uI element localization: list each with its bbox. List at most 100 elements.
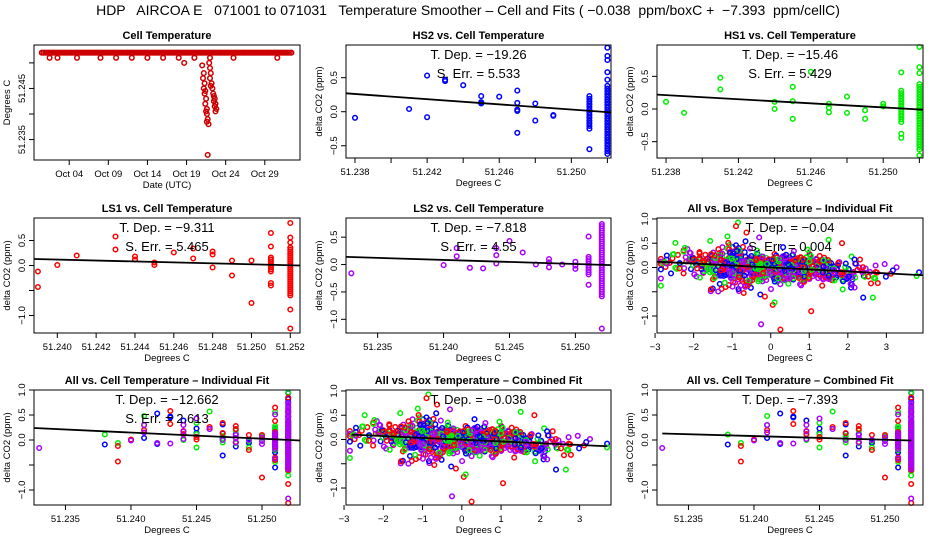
data-point — [191, 54, 198, 61]
y-tick-label: −0.5 — [640, 132, 651, 151]
data-point — [154, 410, 161, 417]
data-point — [219, 419, 226, 427]
data-point — [604, 99, 611, 106]
data-point — [586, 98, 593, 105]
data-point — [180, 421, 187, 429]
y-tick-label: 0.5 — [329, 231, 340, 244]
data-point — [711, 252, 718, 259]
y-tick-label: 0.5 — [329, 71, 340, 84]
data-point — [604, 85, 611, 92]
data-point — [112, 246, 119, 253]
y-axis: −1.0 0.0 0.5 1.0 — [640, 383, 657, 499]
data-point — [895, 455, 902, 462]
data-point — [604, 440, 611, 447]
data-point — [659, 444, 666, 452]
data-point — [466, 264, 473, 271]
x-tick-label: Oct 29 — [251, 169, 279, 180]
data-point — [586, 117, 593, 124]
data-point — [707, 286, 715, 293]
data-point — [916, 64, 923, 71]
data-point — [454, 432, 462, 439]
data-point — [167, 407, 174, 415]
y-tick-label: −1.0 — [17, 481, 28, 500]
data-point — [916, 83, 923, 90]
data-point — [493, 252, 500, 259]
data-point — [432, 455, 439, 462]
data-point — [749, 277, 756, 284]
data-point — [820, 257, 827, 264]
data-point — [439, 425, 446, 432]
data-point — [816, 430, 823, 438]
data-point — [565, 434, 572, 441]
data-point — [916, 152, 923, 159]
data-point — [127, 437, 135, 444]
data-point — [748, 253, 755, 260]
data-point — [383, 437, 390, 444]
x-tick-label: Oct 24 — [212, 169, 240, 180]
data-point — [412, 451, 419, 458]
data-point — [855, 422, 862, 430]
data-point — [424, 420, 431, 427]
data-point — [862, 115, 869, 122]
data-point — [790, 440, 797, 447]
data-point — [895, 411, 902, 418]
data-point — [604, 90, 611, 98]
data-point — [245, 444, 252, 451]
data-point — [128, 54, 135, 61]
data-point — [869, 294, 876, 301]
data-point — [498, 430, 505, 437]
data-point — [908, 394, 915, 401]
data-point — [440, 262, 447, 269]
data-point — [598, 325, 605, 332]
data-point — [491, 430, 498, 437]
data-point — [167, 440, 174, 447]
data-point — [228, 272, 236, 279]
y-tick-label: 0.5 — [640, 237, 651, 250]
data-point — [532, 458, 539, 465]
data-point — [480, 265, 487, 272]
data-point — [397, 458, 405, 465]
x-axis: Oct 04 Oct 09 Oct 14 Oct 19 Oct 24 Oct 29 — [55, 160, 279, 180]
data-point — [101, 441, 108, 448]
chart-title: All vs. Box Temperature – Individual Fit — [687, 203, 893, 215]
data-point — [759, 253, 766, 260]
annotation-text: S. Err. = 2.613 — [125, 411, 208, 426]
plot-frame — [656, 44, 924, 159]
y-axis: −1.0 −0.5 0.0 0.5 — [329, 231, 346, 329]
data-point — [707, 237, 714, 245]
data-point — [405, 460, 412, 467]
data-point — [586, 120, 593, 127]
data-point — [457, 440, 464, 447]
data-point — [545, 256, 553, 263]
data-point — [786, 275, 793, 282]
x-tick-label: 1 — [498, 514, 503, 525]
data-point — [881, 261, 888, 268]
data-point — [228, 257, 236, 264]
fit-line — [351, 433, 608, 448]
data-point — [774, 275, 782, 282]
data-point — [523, 449, 530, 456]
data-point — [777, 439, 784, 447]
data-point — [586, 122, 593, 130]
x-tick-label: Oct 09 — [94, 169, 122, 180]
annotation-text: T. Dep. = −0.038 — [430, 392, 526, 407]
data-points — [34, 219, 294, 332]
x-axis-label: Degrees C — [144, 353, 190, 364]
data-point — [380, 443, 387, 450]
data-point — [829, 408, 836, 415]
data-point — [433, 410, 440, 417]
y-tick-label: 0.0 — [329, 105, 340, 118]
data-point — [407, 439, 415, 446]
data-point — [206, 54, 214, 61]
x-tick-label: 3 — [884, 342, 889, 353]
y-axis: −1.0 0.0 0.5 1.0 — [329, 384, 346, 497]
x-axis: 51.240 51.242 51.244 51.246 51.248 51.250 51.2… — [43, 333, 305, 353]
data-point — [377, 422, 384, 429]
data-point — [549, 428, 556, 435]
data-point — [468, 498, 475, 505]
y-tick-label: 0.0 — [329, 258, 340, 271]
data-point — [604, 134, 611, 141]
data-point — [113, 54, 120, 61]
data-point — [439, 443, 446, 450]
data-point — [530, 441, 537, 448]
